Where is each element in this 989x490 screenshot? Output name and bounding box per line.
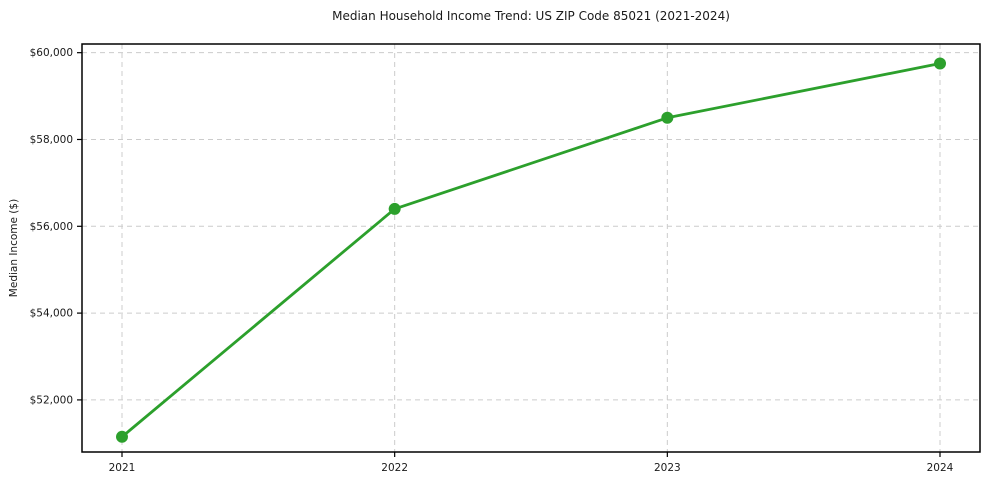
data-point-2023 [661, 111, 674, 124]
data-point-2021 [116, 430, 128, 443]
series-line [120, 62, 942, 439]
y-tick-label: $58,000 [30, 134, 73, 146]
x-tick-label: 2024 [927, 462, 954, 474]
chart-title: Median Household Income Trend: US ZIP Co… [332, 9, 730, 23]
data-point-2024 [934, 57, 946, 70]
y-tick-label: $54,000 [30, 308, 73, 320]
y-tick-label: $52,000 [30, 394, 73, 406]
data-point-2022 [388, 202, 401, 215]
y-tick-label: $56,000 [30, 221, 73, 233]
y-tick-label: $60,000 [30, 47, 73, 59]
x-tick-label: 2023 [654, 462, 681, 474]
x-tick-label: 2021 [109, 462, 136, 474]
axes-spines [81, 43, 981, 453]
x-tick-label: 2022 [381, 462, 408, 474]
